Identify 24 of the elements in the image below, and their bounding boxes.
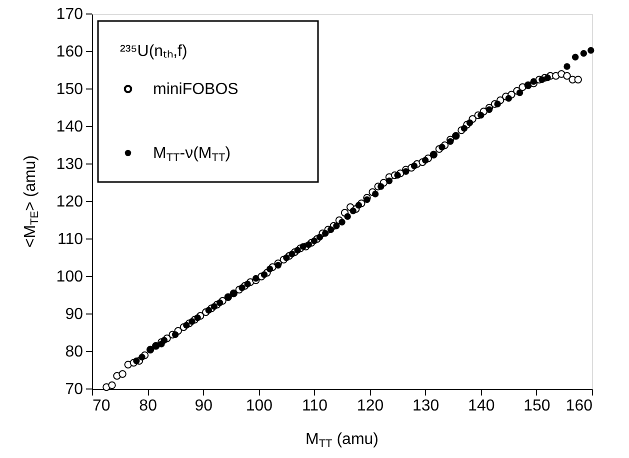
x-tick-label: 100 <box>246 398 273 414</box>
y-tick-label: 130 <box>56 156 84 173</box>
legend-title: ²³⁵U(nₜₕ,f) <box>120 43 188 60</box>
x-tick-label: 70 <box>92 398 110 414</box>
x-tick-label: 110 <box>302 398 328 414</box>
y-tick-label: 100 <box>56 268 84 286</box>
x-tick-label: 80 <box>139 398 158 414</box>
x-tick-label: 130 <box>412 398 440 414</box>
x-tick-label: 120 <box>356 398 384 414</box>
y-tick-label: 160 <box>56 44 84 60</box>
y-tick-label: 70 <box>65 381 84 398</box>
y-tick-label: 110 <box>57 231 84 248</box>
y-tick-label: 140 <box>56 118 84 136</box>
x-tick-label: 90 <box>194 398 213 414</box>
y-axis-title: <MTE> (amu) <box>22 155 41 248</box>
y-tick-label: 80 <box>65 344 84 360</box>
y-tick-label: 150 <box>56 81 84 98</box>
y-tick-label: 120 <box>56 194 84 210</box>
x-tick-label: 140 <box>468 398 495 414</box>
y-tick-label: 170 <box>56 6 84 23</box>
x-tick-label: 160 <box>566 398 593 414</box>
x-tick-label: 150 <box>524 398 550 414</box>
legend-label: miniFOBOS <box>153 81 238 98</box>
y-tick-label: 90 <box>65 306 84 323</box>
